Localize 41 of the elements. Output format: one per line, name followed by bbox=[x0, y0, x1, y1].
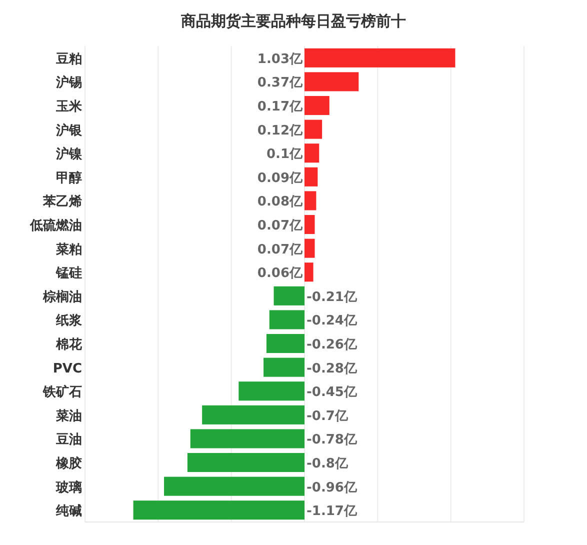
data-label: -0.21亿 bbox=[306, 290, 357, 305]
data-label: 0.07亿 bbox=[257, 218, 302, 234]
ytick: 玻璃 bbox=[56, 480, 82, 496]
ytick: 豆粕 bbox=[56, 52, 82, 67]
ytick: 玉米 bbox=[56, 100, 82, 114]
data-label: -0.26亿 bbox=[306, 338, 357, 352]
data-label: 0.08亿 bbox=[257, 194, 302, 210]
ytick: 沪镍 bbox=[56, 147, 82, 162]
data-label: -0.28亿 bbox=[306, 361, 357, 376]
data-label: -0.96亿 bbox=[306, 480, 357, 496]
ytick: 低硫燃油 bbox=[30, 218, 82, 234]
ytick: 橡胶 bbox=[56, 456, 82, 472]
data-label: -0.8亿 bbox=[306, 456, 348, 472]
ytick: 豆油 bbox=[56, 432, 82, 448]
data-label: -0.24亿 bbox=[306, 314, 357, 329]
ytick: 棉花 bbox=[56, 338, 82, 352]
data-label: 0.17亿 bbox=[257, 100, 302, 114]
data-label: 0.37亿 bbox=[257, 76, 302, 91]
title: 商品期货主要品种每日盈亏榜前十 bbox=[181, 12, 406, 30]
ytick: 纯碱 bbox=[56, 504, 82, 520]
ytick: 菜油 bbox=[56, 408, 82, 424]
data-label: -0.7亿 bbox=[306, 408, 348, 424]
ytick: 甲醇 bbox=[56, 170, 82, 186]
ytick: 棕榈油 bbox=[43, 290, 82, 305]
ytick: 沪银 bbox=[56, 123, 82, 138]
ytick: 铁矿石 bbox=[43, 385, 82, 400]
data-label: -1.17亿 bbox=[306, 504, 357, 520]
ytick: 锰硅 bbox=[56, 266, 82, 282]
ytick: PVC bbox=[52, 361, 82, 376]
ytick: 菜粕 bbox=[56, 242, 82, 258]
data-label: 0.12亿 bbox=[257, 123, 302, 138]
data-label: 0.09亿 bbox=[257, 170, 302, 186]
ytick: 苯乙烯 bbox=[43, 194, 82, 210]
ytick: 纸浆 bbox=[56, 314, 82, 329]
ytick: 沪锡 bbox=[56, 76, 82, 91]
data-label: -0.78亿 bbox=[306, 432, 357, 448]
data-label: 0.07亿 bbox=[257, 242, 302, 258]
data-label: 1.03亿 bbox=[257, 52, 302, 67]
data-label: 0.06亿 bbox=[257, 266, 302, 282]
data-label: 0.1亿 bbox=[266, 147, 302, 162]
data-label: -0.45亿 bbox=[306, 385, 357, 400]
